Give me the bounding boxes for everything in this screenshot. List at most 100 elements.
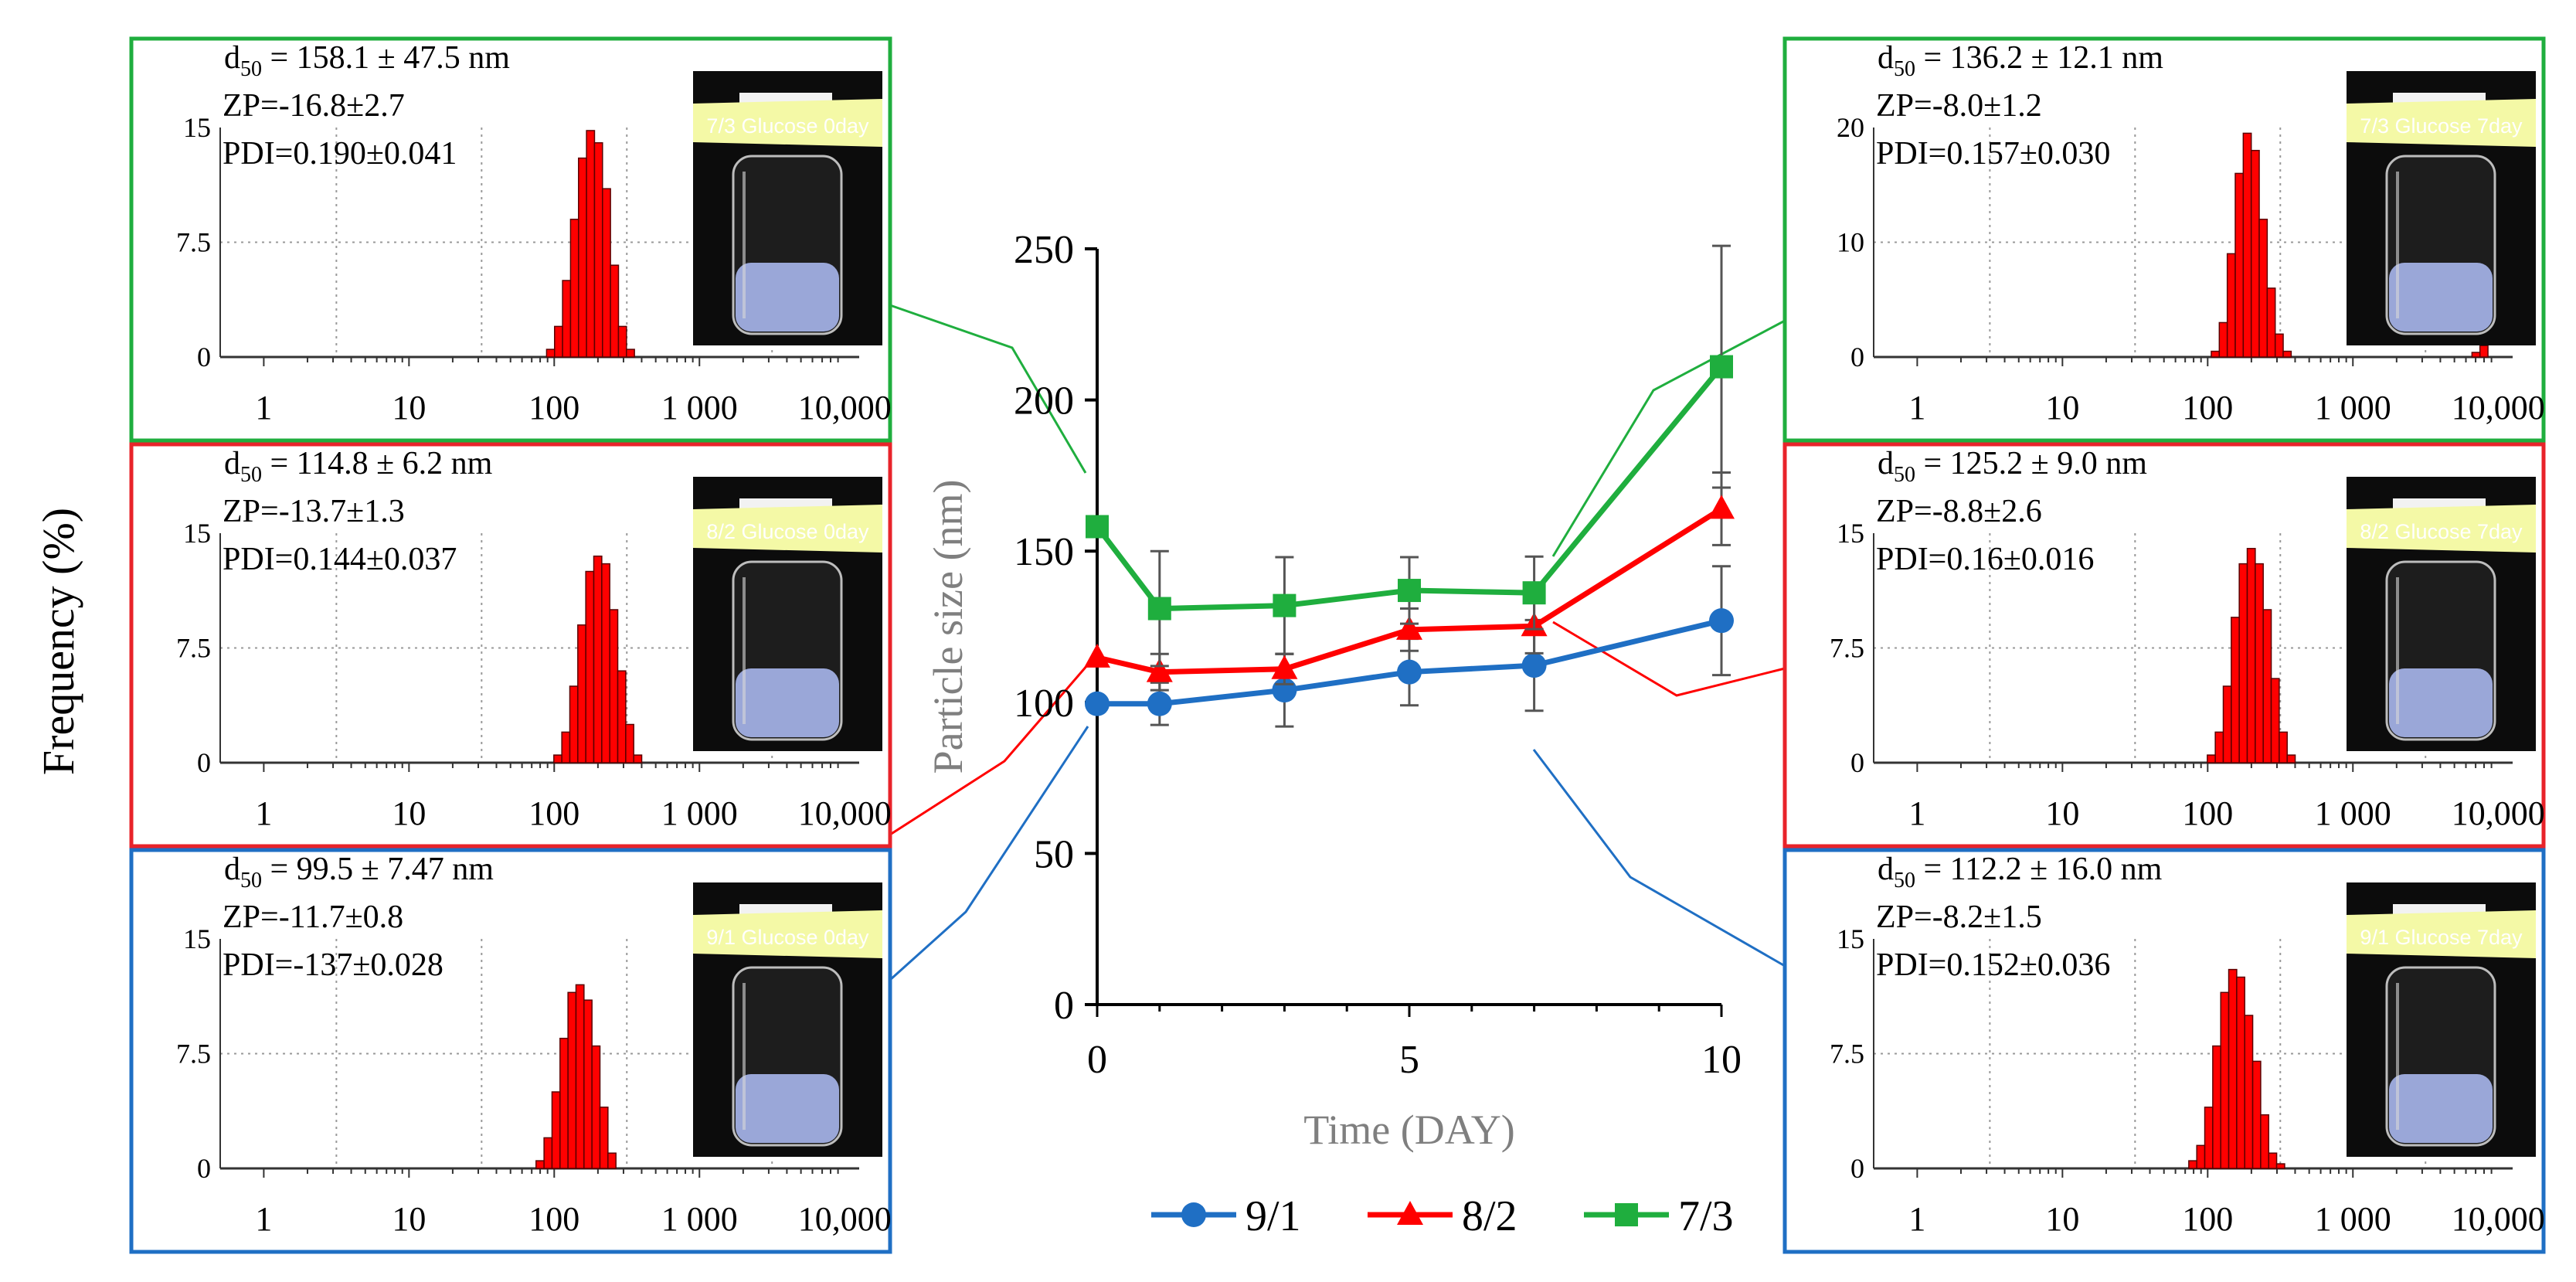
connector-line — [1551, 319, 1786, 557]
histogram-bar — [617, 325, 627, 358]
inset-y-tick-label: 15 — [1837, 518, 1864, 549]
zeta-potential-text: ZP=-8.0±1.2 — [1876, 88, 2042, 124]
histogram-bar — [551, 1091, 561, 1169]
legend-item-8-2: 8/2 — [1368, 1192, 1517, 1240]
vial-label-tape — [693, 910, 882, 958]
histogram-bar — [569, 219, 579, 358]
inset-x-tick-label: 1 — [255, 794, 272, 832]
data-point — [1084, 643, 1110, 668]
histogram-bar — [2266, 287, 2276, 358]
legend-marker — [1181, 1202, 1206, 1227]
inset-x-tick-label: 100 — [528, 794, 579, 832]
vial-liquid — [2389, 668, 2493, 737]
inset-x-tick-label: 10 — [392, 389, 426, 427]
legend-label: 9/1 — [1246, 1192, 1301, 1240]
inset-y-tick-label: 15 — [1837, 923, 1864, 954]
data-point — [1146, 658, 1173, 682]
inset-x-tick-label: 10 — [2045, 1200, 2079, 1238]
d50-text: d50 = 136.2 ± 12.1 nm — [1878, 40, 2163, 81]
vial-label-tape — [2347, 505, 2536, 553]
histogram-bar — [2214, 731, 2224, 763]
data-point — [1521, 653, 1547, 678]
y-tick-label: 100 — [1014, 682, 1074, 726]
vial-label-tape — [693, 505, 882, 553]
histogram-bar — [610, 264, 620, 358]
data-point — [1086, 515, 1109, 539]
histogram-bar — [2220, 991, 2230, 1169]
inset-x-tick-label: 1 — [255, 1200, 272, 1238]
histogram-bar — [578, 157, 587, 358]
histogram-bar — [2244, 1015, 2254, 1169]
frequency-axis-label: Frequency (%) — [33, 508, 83, 775]
histogram-bar — [2262, 609, 2272, 763]
d50-text: d50 = 158.1 ± 47.5 nm — [224, 40, 510, 81]
inset-x-tick-label: 100 — [2182, 794, 2233, 832]
inset-x-tick-label: 1 — [1908, 389, 1925, 427]
data-point — [1708, 495, 1735, 519]
inset-y-tick-label: 7.5 — [1830, 1039, 1864, 1069]
histogram-bar — [602, 188, 611, 358]
histogram-bar — [2286, 754, 2296, 763]
inset-x-tick-label: 100 — [2182, 1200, 2233, 1238]
histogram-bar — [2255, 563, 2264, 763]
histogram-bar — [2479, 345, 2489, 358]
vial-label-text: 8/2 Glucose 7day — [2360, 520, 2523, 543]
histogram-bar — [2212, 1045, 2221, 1169]
histogram-bar — [2207, 754, 2216, 763]
pdi-text: PDI=-137±0.028 — [223, 947, 443, 983]
inset-y-tick-label: 7.5 — [1830, 633, 1864, 664]
histogram-bar — [599, 1107, 609, 1169]
histogram-bar — [2234, 172, 2245, 358]
vial-label-text: 9/1 Glucose 0day — [706, 926, 869, 949]
inset-9-1-0day: 15 7.5 0 1 10 100 1 000 10,000 9/1 Glucose 0day d… — [129, 848, 892, 1254]
data-point — [1710, 355, 1733, 379]
histogram-bar — [575, 984, 585, 1169]
histogram-bar — [562, 280, 572, 358]
histogram-bar — [2211, 350, 2221, 358]
d50-text: d50 = 112.2 ± 16.0 nm — [1878, 852, 2163, 893]
vial-photo: 8/2 Glucose 0day — [693, 477, 882, 751]
inset-x-tick-label: 10,000 — [798, 1200, 892, 1238]
legend-marker — [1397, 1201, 1423, 1225]
inset-y-tick-label: 20 — [1837, 112, 1864, 143]
histogram-bar — [586, 130, 596, 358]
histogram-bar — [545, 349, 556, 358]
x-tick-label: 0 — [1087, 1038, 1107, 1082]
pdi-text: PDI=0.152±0.036 — [1876, 947, 2110, 983]
histogram-bar — [2236, 976, 2245, 1169]
vial-photo: 9/1 Glucose 0day — [693, 882, 882, 1157]
inset-8-2-7day: 15 7.5 0 1 10 100 1 000 10,000 8/2 Glucose 7day d… — [1782, 442, 2546, 848]
connector-line — [889, 726, 1089, 981]
vial-liquid — [736, 1074, 839, 1143]
y-tick-label: 0 — [1054, 984, 1074, 1028]
histogram-bar — [2242, 132, 2252, 358]
histogram-bar — [554, 325, 563, 358]
connector-line — [1532, 749, 1786, 967]
histogram-bar — [617, 670, 627, 763]
inset-x-tick-label: 1 000 — [2315, 389, 2391, 427]
inset-y-tick-label: 0 — [1850, 342, 1864, 372]
data-point — [1273, 593, 1296, 617]
histogram-bar — [585, 570, 595, 763]
histogram-bar — [2251, 1060, 2262, 1169]
connector-line — [889, 664, 1089, 836]
histogram-bar — [2274, 333, 2284, 358]
zeta-potential-text: ZP=-11.7±0.8 — [223, 899, 403, 935]
inset-y-tick-label: 7.5 — [176, 1039, 211, 1069]
histogram-bar — [625, 723, 634, 763]
x-tick-label: 5 — [1399, 1038, 1419, 1082]
y-tick-label: 50 — [1034, 832, 1074, 876]
pdi-text: PDI=0.144±0.037 — [223, 542, 457, 577]
data-point — [1396, 615, 1422, 640]
inset-x-tick-label: 100 — [528, 1200, 579, 1238]
inset-x-tick-label: 1 000 — [2315, 1200, 2391, 1238]
histogram-bar — [567, 991, 577, 1169]
histogram-bar — [2188, 1160, 2197, 1169]
histogram-bar — [2250, 149, 2260, 358]
histogram-bar — [2275, 1163, 2285, 1169]
histogram-bar — [626, 349, 635, 358]
inset-x-tick-label: 10 — [2045, 389, 2079, 427]
connector-line — [1552, 621, 1786, 697]
histogram-bar — [2270, 678, 2280, 763]
data-point — [1147, 691, 1172, 716]
